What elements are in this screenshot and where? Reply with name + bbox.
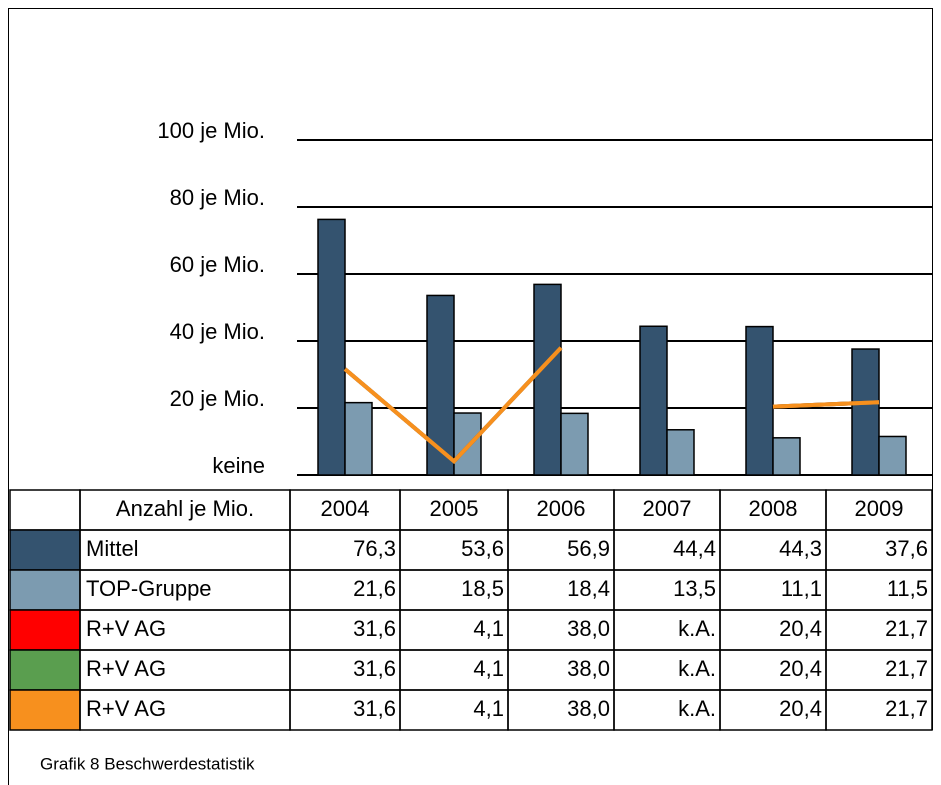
bar (772, 437, 801, 476)
legend-label: R+V AG (86, 696, 166, 721)
table-value: 21,7 (885, 616, 928, 641)
table-value: 4,1 (473, 696, 504, 721)
legend-swatch (9, 529, 81, 571)
frame (8, 8, 933, 785)
y-tick-label: 20 je Mio. (170, 386, 265, 411)
bar (426, 294, 455, 476)
table-value: 44,3 (779, 536, 822, 561)
table-value: 37,6 (885, 536, 928, 561)
bar (666, 429, 695, 476)
bar (851, 348, 880, 476)
bar (745, 325, 774, 476)
table-value: 31,6 (353, 696, 396, 721)
legend-swatch (9, 569, 81, 611)
table-value: 38,0 (567, 616, 610, 641)
legend-label: TOP-Gruppe (86, 576, 212, 601)
line (343, 346, 880, 465)
y-tick-label: keine (212, 453, 265, 478)
table-value: 38,0 (567, 696, 610, 721)
table-value: 53,6 (461, 536, 504, 561)
bar (639, 325, 668, 476)
table-value: 21,7 (885, 696, 928, 721)
x-tick-label: 2009 (855, 496, 904, 521)
table-cell (9, 489, 81, 531)
table-value: 11,5 (887, 576, 928, 601)
y-tick-label: 40 je Mio. (170, 319, 265, 344)
table-value: k.A. (678, 696, 716, 721)
table-cell (825, 689, 933, 731)
table-value: 31,6 (353, 616, 396, 641)
table-value: 20,4 (779, 616, 822, 641)
bar (453, 412, 482, 476)
table-value: 18,5 (461, 576, 504, 601)
table-value: 38,0 (567, 656, 610, 681)
x-tick-label: 2005 (430, 496, 479, 521)
table-value: 20,4 (779, 696, 822, 721)
table-header: Anzahl je Mio. (116, 496, 254, 521)
table-value: k.A. (678, 616, 716, 641)
table-value: k.A. (678, 656, 716, 681)
x-tick-label: 2007 (643, 496, 692, 521)
table-value: 44,4 (673, 536, 716, 561)
legend-swatch (9, 609, 81, 651)
x-tick-label: 2008 (749, 496, 798, 521)
x-tick-label: 2006 (537, 496, 586, 521)
y-tick-label: 60 je Mio. (170, 252, 265, 277)
legend-label: Mittel (86, 536, 139, 561)
bar (317, 218, 346, 476)
legend-swatch (9, 689, 81, 731)
table-value: 20,4 (779, 656, 822, 681)
table-value: 4,1 (473, 616, 504, 641)
table-value: 21,6 (353, 576, 396, 601)
bar (878, 435, 907, 476)
table-value: 21,7 (885, 656, 928, 681)
x-tick-label: 2004 (321, 496, 370, 521)
table-value: 56,9 (567, 536, 610, 561)
caption: Grafik 8 Beschwerdestatistik (40, 754, 255, 773)
table-value: 4,1 (473, 656, 504, 681)
table-value: 31,6 (353, 656, 396, 681)
bar (533, 283, 562, 476)
legend-label: R+V AG (86, 656, 166, 681)
y-tick-label: 80 je Mio. (170, 185, 265, 210)
table-value: 18,4 (567, 576, 610, 601)
table-value: 76,3 (353, 536, 396, 561)
legend-swatch (9, 649, 81, 691)
y-tick-label: 100 je Mio. (157, 118, 265, 143)
table-value: 13,5 (673, 576, 716, 601)
table-value: 11,1 (781, 576, 822, 601)
legend-label: R+V AG (86, 616, 166, 641)
bar (344, 401, 373, 476)
bar (560, 412, 589, 476)
